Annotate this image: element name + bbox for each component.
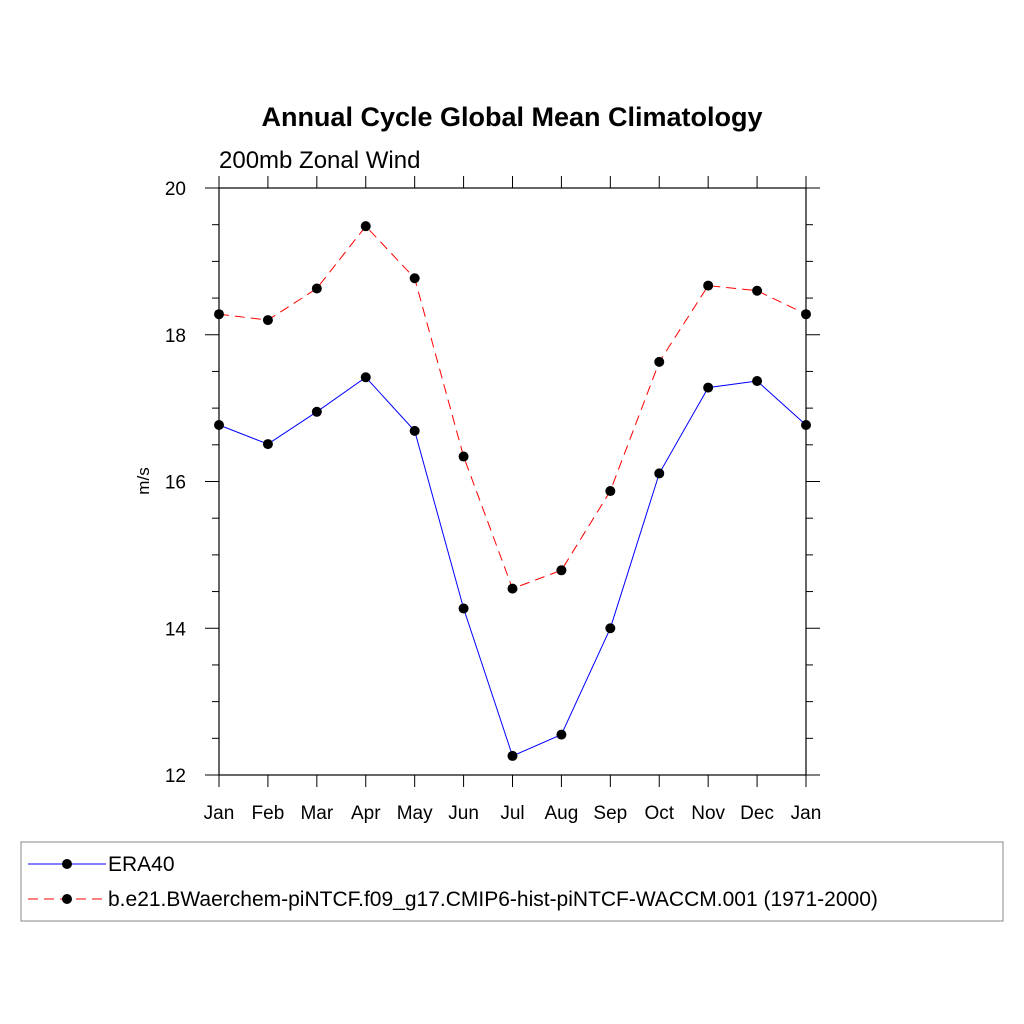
series-1-point [507,750,518,761]
series-1-point [556,729,567,740]
y-tick-label: 18 [165,326,186,347]
legend-marker-1 [62,859,72,869]
x-tick-label: Jul [500,803,524,824]
series-2-point [409,273,420,284]
x-tick-label: Apr [351,803,381,824]
x-tick-label: Dec [740,803,774,824]
series-1-point [605,623,616,634]
x-tick-label: Nov [691,803,725,824]
chart-subtitle: 200mb Zonal Wind [219,147,420,174]
x-tick-label: Mar [300,803,333,824]
x-tick-label: Jan [204,803,235,824]
series-1-point [262,439,273,450]
series-2-point [801,309,811,320]
legend-label-1: ERA40 [108,853,175,876]
series-1-point [654,468,665,479]
series-2-point [214,309,224,320]
y-axis-label: m/s [134,467,153,494]
series-1-point [409,425,420,436]
series-2-point [262,315,273,326]
y-tick-labels: 12 14 16 18 20 [165,179,187,787]
series-1-point [801,420,811,431]
y-tick-label: 12 [165,766,186,787]
series-2-point [458,451,469,462]
x-tick-label: Aug [545,803,579,824]
series-1-point [703,382,714,393]
legend-label-2: b.e21.BWaerchem-piNTCF.f09_g17.CMIP6-his… [108,888,878,911]
series-2-point [654,356,665,367]
x-tick-label: May [397,803,433,824]
series-1-point [360,372,371,383]
series-1-point [214,420,224,431]
legend-box [20,841,1004,922]
series-line-1 [218,376,807,757]
x-tick-label: Jan [791,803,822,824]
y-tick-label: 14 [165,619,187,640]
series-2-point [605,486,616,497]
series-1-point [458,603,469,614]
axis-ticks [205,176,820,787]
series-1-point [752,375,763,386]
series-2-point [311,283,322,294]
series-2-point [556,565,567,576]
y-tick-label: 20 [165,179,186,200]
chart-title: Annual Cycle Global Mean Climatology [261,102,762,132]
series-2-point [703,280,714,291]
legend-marker-2 [62,894,72,904]
series-2-point [507,583,518,594]
series-line-2 [218,225,807,590]
plot-frame [218,187,807,776]
x-tick-label: Oct [644,803,674,824]
legend: ERA40 b.e21.BWaerchem-piNTCF.f09_g17.CMIP… [28,853,878,911]
x-tick-label: Sep [593,803,627,824]
series-1-point [311,406,322,417]
x-tick-labels: Jan Feb Mar Apr May Jun Jul Aug Sep Oct Nov Dec Jan [204,803,822,824]
series-2-point [360,221,371,232]
y-tick-label: 16 [165,473,186,494]
x-tick-label: Jun [448,803,479,824]
series-2-point [752,285,763,296]
x-tick-label: Feb [252,803,285,824]
series-group [214,221,811,761]
